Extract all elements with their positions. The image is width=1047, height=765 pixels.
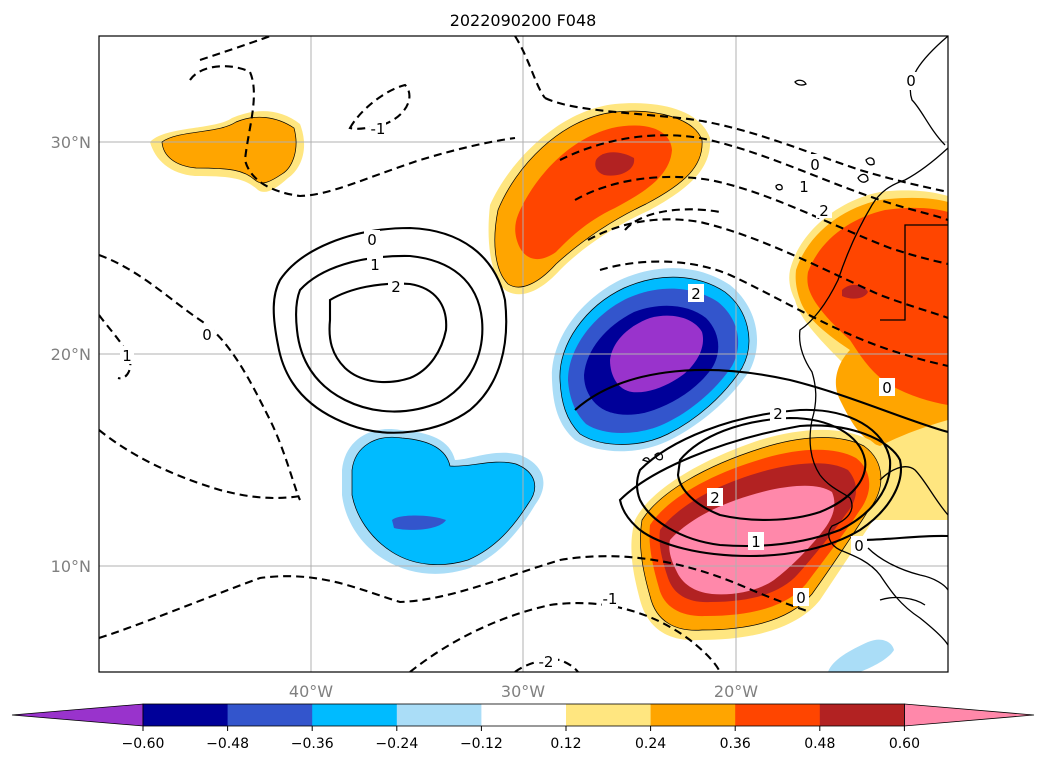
contour-positive-0-south xyxy=(574,368,948,434)
shaded-field-orange-east xyxy=(789,190,948,520)
lon-label: 30°W xyxy=(501,682,545,701)
lat-label: 20°N xyxy=(51,345,91,364)
shaded-field-blue-bottom xyxy=(828,639,894,672)
colorbar-segment xyxy=(566,704,652,726)
contour-lines xyxy=(99,36,948,672)
colorbar-segment xyxy=(735,704,821,726)
contour-positive-2-south xyxy=(676,416,867,521)
shaded-field-orange-north xyxy=(488,103,711,295)
contour-negative-1-north xyxy=(544,97,948,194)
contour-negative-1-south xyxy=(99,555,811,640)
shaded-field-blue-south xyxy=(342,429,544,574)
colorbar-tick-label: −0.60 xyxy=(122,736,165,752)
contour-label: 0 xyxy=(882,379,892,397)
contour-label: 0 xyxy=(202,326,212,344)
shaded-field-blue-center xyxy=(551,268,758,452)
contour-label: 0 xyxy=(906,72,916,90)
contour-label: -2 xyxy=(539,653,554,671)
colorbar-segment xyxy=(312,704,398,726)
colorbar-tick-label: −0.36 xyxy=(291,736,334,752)
contour-label: 1 xyxy=(370,256,380,274)
lat-label: 10°N xyxy=(51,557,91,576)
colorbar-segment xyxy=(227,704,313,726)
coastlines xyxy=(641,36,948,646)
colorbar-segment xyxy=(819,704,905,726)
colorbar-tick-label: 0.48 xyxy=(804,736,835,752)
colorbar-extend-max xyxy=(904,703,1035,727)
colorbar-segment xyxy=(650,704,736,726)
colorbar-tick-label: 0.24 xyxy=(635,736,666,752)
grid-lines xyxy=(99,36,948,672)
colorbar-segment xyxy=(143,704,229,726)
colorbar-tick-label: 0.60 xyxy=(889,736,920,752)
colorbar-segment xyxy=(396,704,482,726)
colorbar-extend-min xyxy=(11,703,144,727)
contour-label: 0 xyxy=(810,156,820,174)
figure-title: 2022090200 F048 xyxy=(450,11,597,30)
contour-labels: 0 1 2 0 1 -1 0 1 2 2 0 2 2 1 xyxy=(120,72,918,671)
colorbar-tick-label: −0.24 xyxy=(375,736,418,752)
colorbar-tick-label: −0.12 xyxy=(460,736,503,752)
contour-negative-4-north xyxy=(587,218,948,319)
contour-label: 2 xyxy=(819,202,829,220)
latitude-labels: 30°N 20°N 10°N xyxy=(51,133,91,576)
colorbar-tick-label: −0.48 xyxy=(206,736,249,752)
map-frame xyxy=(98,35,949,673)
contour-negative-3-north xyxy=(574,175,948,266)
contour-label: 2 xyxy=(691,285,701,303)
lon-label: 40°W xyxy=(289,682,333,701)
contour-label: 1 xyxy=(122,347,132,365)
contour-label: 1 xyxy=(751,533,761,551)
shaded-field-orange-top-left xyxy=(150,111,305,192)
colorbar-tick-label: 0.36 xyxy=(720,736,751,752)
contour-label: -1 xyxy=(603,590,618,608)
shading-outlines xyxy=(161,110,882,631)
colorbar-outline xyxy=(142,703,905,727)
lat-label: 30°N xyxy=(51,133,91,152)
contour-label: -1 xyxy=(371,120,386,138)
contour-label: 2 xyxy=(391,278,401,296)
contour-label: 2 xyxy=(710,489,720,507)
contour-label: 0 xyxy=(796,589,806,607)
longitude-labels: 40°W 30°W 20°W xyxy=(289,682,758,701)
contour-label: 1 xyxy=(799,178,809,196)
map-panel: 0 1 2 0 1 -1 0 1 2 2 0 2 2 1 xyxy=(99,36,948,672)
contour-positive-1-west xyxy=(294,254,484,413)
contour-label: 0 xyxy=(854,537,864,555)
contour-label: 0 xyxy=(367,231,377,249)
colorbar: −0.60 −0.48 −0.36 −0.24 −0.12 0.12 0.24 0.36 0.4… xyxy=(11,703,1035,752)
contour-positive-0-west xyxy=(272,226,508,434)
contour-label: 2 xyxy=(773,405,783,423)
colorbar-segment xyxy=(481,704,567,726)
colorbar-tick-label: 0.12 xyxy=(550,736,581,752)
contour-negative-0-west xyxy=(199,36,271,61)
contour-positive-0b-south xyxy=(618,424,902,558)
contour-negative-2-north xyxy=(559,134,948,221)
contour-negative-2-south xyxy=(409,602,721,672)
lon-label: 20°W xyxy=(714,682,758,701)
